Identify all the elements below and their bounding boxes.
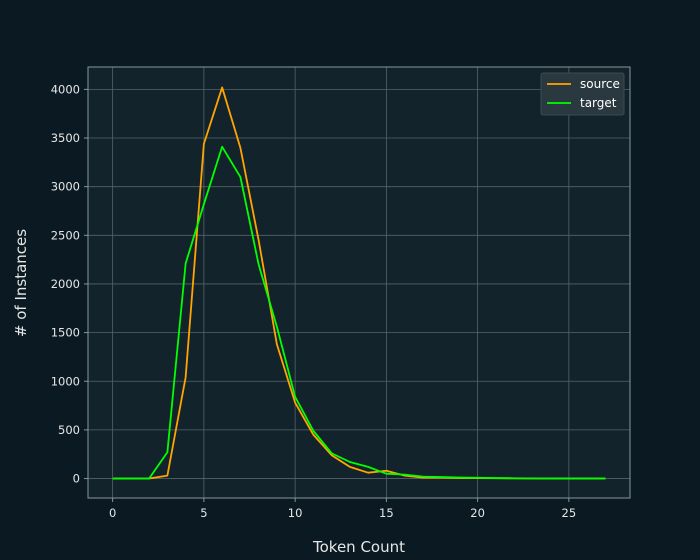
plot-frame (87, 66, 631, 499)
x-tick-label: 20 (470, 506, 485, 520)
y-tick-label: 3000 (51, 180, 80, 194)
series-line-target (112, 145, 606, 480)
grid-lines (88, 67, 630, 498)
y-tick-label: 1000 (51, 374, 80, 388)
x-tick-label: 15 (379, 506, 394, 520)
y-tick-label: 1500 (51, 326, 80, 340)
legend: source target (540, 72, 625, 116)
series-lines (112, 86, 606, 480)
legend-label-target: target (580, 96, 617, 110)
x-axis-label: Token Count (312, 538, 405, 556)
legend-label-source: source (580, 77, 620, 91)
x-tick-label: 25 (562, 506, 577, 520)
y-tick-label: 2500 (51, 228, 80, 242)
y-axis-label: # of Instances (12, 229, 30, 337)
plot-area (88, 67, 630, 498)
y-tick-label: 500 (58, 423, 80, 437)
x-tick-label: 5 (200, 506, 207, 520)
y-tick-label: 4000 (51, 82, 80, 96)
x-axis-ticks: 0 5 10 15 20 25 (109, 498, 576, 520)
y-tick-label: 2000 (51, 277, 80, 291)
y-tick-label: 0 (73, 472, 80, 486)
y-axis-ticks: 0 500 1000 1500 2000 2500 3000 3500 4000 (51, 82, 88, 486)
x-tick-label: 0 (109, 506, 116, 520)
y-tick-label: 3500 (51, 131, 80, 145)
x-tick-label: 10 (288, 506, 303, 520)
